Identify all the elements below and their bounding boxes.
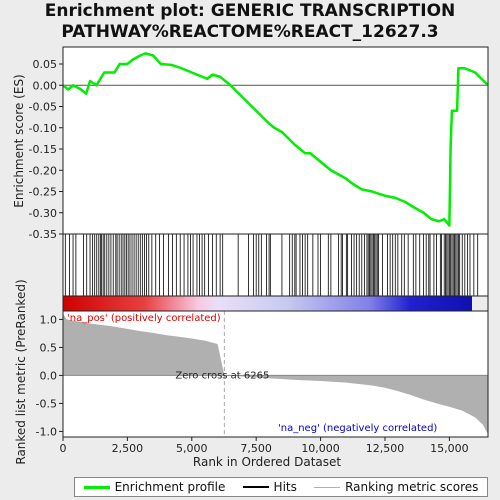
legend: Enrichment profile Hits Ranking metric s… <box>74 477 488 497</box>
positive-label: 'na_pos' (positively correlated) <box>67 313 221 324</box>
x-tick-label: 2,500 <box>112 442 144 455</box>
es-y-tick-label: 0.05 <box>33 58 58 71</box>
es-y-tick-label: -0.05 <box>29 101 57 114</box>
legend-item-profile: Enrichment profile <box>83 480 226 494</box>
metric-panel-frame <box>62 310 489 438</box>
es-panel-background <box>63 47 488 234</box>
title-line-2: PATHWAY%REACTOME%REACT_12627.3 <box>61 22 439 42</box>
legend-swatch-hits <box>242 486 269 488</box>
es-y-tick-label: 0.00 <box>33 79 58 92</box>
es-panel: 0.05 0.00 -0.05 -0.10 -0.15 -0.20 -0.25 -0.30 -0… <box>29 46 489 241</box>
es-y-tick-label: -0.10 <box>29 122 57 135</box>
metric-y-tick-label: 0.5 <box>40 341 58 354</box>
metric-y-tick-label: 0.0 <box>40 369 58 382</box>
x-tick-label: 15,000 <box>430 442 469 455</box>
x-tick-label: 7,500 <box>240 442 272 455</box>
title-line-1: Enrichment plot: GENERIC TRANSCRIPTION <box>44 1 456 21</box>
legend-item-ranking: Ranking metric scores <box>314 480 478 494</box>
ranking-metric-panel: Zero cross at 6265 'na_pos' (positively c… <box>36 310 489 438</box>
metric-y-tick-label: -1.0 <box>36 425 57 438</box>
legend-swatch-ranking <box>314 486 341 488</box>
x-axis-label: Rank in Ordered Dataset <box>193 455 341 469</box>
legend-item-hits: Hits <box>242 480 297 494</box>
ranking-gradient <box>63 296 472 311</box>
metric-y-tick-label: 1.0 <box>40 313 58 326</box>
legend-label-hits: Hits <box>273 480 297 494</box>
x-tick-label: 0 <box>60 442 67 455</box>
legend-label-ranking: Ranking metric scores <box>345 480 479 494</box>
legend-label-profile: Enrichment profile <box>114 480 226 494</box>
x-tick-label: 12,500 <box>366 442 405 455</box>
es-y-tick-label: -0.15 <box>29 143 57 156</box>
es-y-tick-label: -0.25 <box>29 186 57 199</box>
zero-cross-label: Zero cross at 6265 <box>175 370 269 381</box>
legend-swatch-profile <box>83 485 110 489</box>
enrichment-profile-line <box>62 52 489 227</box>
es-y-tick-label: -0.30 <box>29 207 57 220</box>
x-tick-label: 10,000 <box>301 442 340 455</box>
ranking-metric-area <box>63 313 488 435</box>
es-y-tick-label: -0.35 <box>29 228 57 241</box>
hits-panel <box>62 233 489 297</box>
enrichment-plot: 0.050.00-0.05-0.10-0.15-0.20-0.25-0.30-0… <box>12 46 489 469</box>
metric-y-axis-label: Ranked list metric (PreRanked) <box>14 279 28 464</box>
negative-label: 'na_neg' (negatively correlated) <box>278 423 437 434</box>
metric-y-tick-label: -0.5 <box>36 397 57 410</box>
x-tick-label: 5,000 <box>176 442 208 455</box>
ranking-color-bar <box>62 295 489 312</box>
x-axis: 0 2,500 5,000 7,500 10,000 12,500 15,000 <box>60 437 469 455</box>
chart-title: Enrichment plot: GENERIC TRANSCRIPTION P… <box>0 1 500 43</box>
es-y-axis-label: Enrichment score (ES) <box>12 74 26 207</box>
es-y-tick-label: -0.20 <box>29 164 57 177</box>
